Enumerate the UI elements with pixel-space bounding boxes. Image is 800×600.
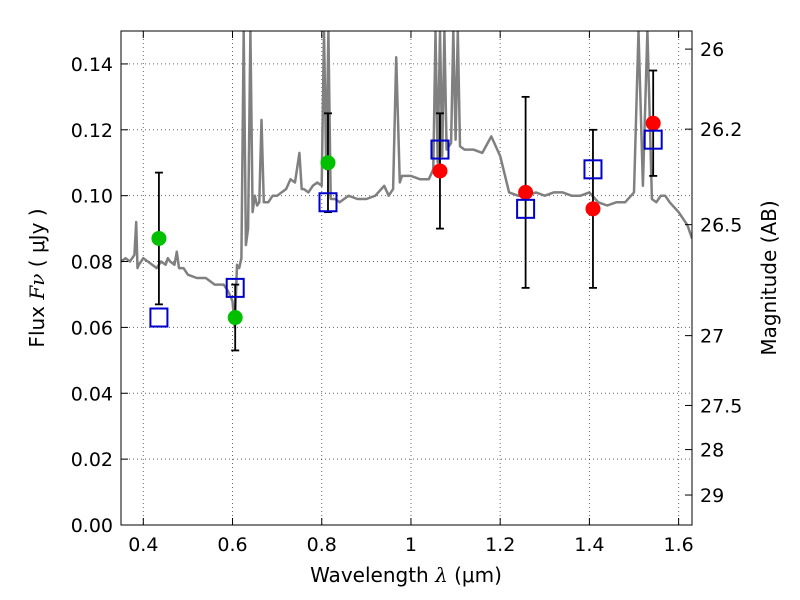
- model-photometry-square: [149, 307, 169, 328]
- x-tick-label: 1: [405, 534, 417, 556]
- model-photometry-square: [225, 277, 245, 298]
- x-tick-label: 0.8: [307, 534, 337, 556]
- y-tick-label: 0.14: [71, 54, 113, 76]
- y2-tick-label: 26: [700, 39, 724, 61]
- flux-point: [151, 230, 167, 246]
- y-tick-label: 0.02: [71, 449, 113, 471]
- flux-point: [432, 163, 448, 179]
- y2-tick-label: 26.2: [700, 119, 742, 141]
- y-tick-label: 0.04: [71, 383, 113, 405]
- model-spectrum-line: [121, 31, 692, 329]
- x-tick-label: 0.4: [128, 534, 158, 556]
- y2-tick-label: 28: [700, 440, 724, 462]
- model-photometry-square: [430, 139, 450, 160]
- y2-tick-label: 27: [700, 326, 724, 348]
- model-spectrum-layer: [121, 31, 692, 329]
- y-axis-unit: ( μJy ): [25, 208, 49, 267]
- y-tick-label: 0.12: [71, 120, 113, 142]
- data-markers: [149, 115, 663, 328]
- y-axis-label: Flux: [25, 306, 49, 348]
- model-photometry-square: [516, 198, 536, 219]
- y2-axis-ticks: 26 26.2 26.5 27 27.5 28 29: [685, 39, 742, 507]
- plot-frame: [120, 30, 693, 526]
- flux-point: [518, 184, 534, 200]
- x-axis-label: Wavelength: [310, 563, 429, 587]
- error-bars: [154, 69, 658, 352]
- flux-point: [645, 115, 661, 131]
- y2-axis-title: Magnitude (AB): [757, 200, 781, 355]
- model-photometry-square: [318, 192, 338, 213]
- x-tick-label: 1.2: [485, 534, 515, 556]
- model-photometry-square: [643, 129, 663, 150]
- y2-tick-label: 26.5: [700, 215, 742, 237]
- x-tick-label: 0.6: [217, 534, 247, 556]
- flux-point: [320, 155, 336, 171]
- y-axis-symbol: Fν: [25, 274, 49, 301]
- x-axis-symbol: λ: [434, 563, 448, 587]
- x-tick-label: 1.6: [664, 534, 694, 556]
- y-tick-label: 0.06: [71, 317, 113, 339]
- y2-tick-label: 29: [700, 485, 724, 507]
- x-tick-label: 1.4: [574, 534, 604, 556]
- y-axis-ticks: 0.00 0.02 0.04 0.06 0.08 0.10 0.12 0.14: [71, 54, 128, 537]
- x-axis-title: Wavelength λ (μm): [310, 563, 502, 587]
- x-axis-unit: (μm): [454, 563, 502, 587]
- y-tick-label: 0.00: [71, 515, 113, 537]
- y2-tick-label: 27.5: [700, 395, 742, 417]
- y-axis-title: Flux Fν ( μJy ): [25, 208, 49, 347]
- y-tick-label: 0.10: [71, 186, 113, 208]
- x-axis-ticks: 0.4 0.6 0.8 1 1.2 1.4 1.6: [128, 31, 694, 556]
- flux-point: [585, 201, 601, 217]
- y-tick-label: 0.08: [71, 252, 113, 274]
- flux-point: [227, 310, 243, 326]
- model-photometry-square: [583, 159, 603, 180]
